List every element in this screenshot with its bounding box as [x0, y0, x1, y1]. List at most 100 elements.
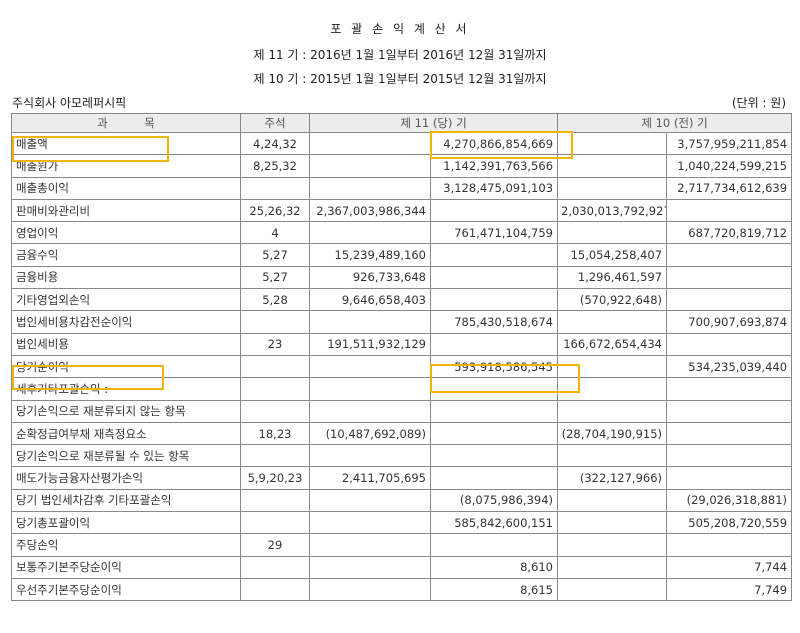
- current-detail-cell: [309, 533, 431, 557]
- note-cell: 5,28: [240, 288, 310, 312]
- prior-total-cell: 7,744: [666, 555, 793, 579]
- current-detail-cell: 15,239,489,160: [309, 243, 431, 267]
- table-row: 판매비와관리비 25,26,32 2,367,003,986,344 2,030,01…: [11, 198, 793, 223]
- note-cell: 5,27: [240, 265, 310, 290]
- current-total-cell: [429, 288, 559, 312]
- table-row: 우선주기본주당순이익 8,615 7,749: [11, 577, 793, 602]
- prior-total-cell: (29,026,318,881): [666, 488, 793, 513]
- current-detail-cell: 9,646,658,403: [309, 288, 431, 312]
- prior-detail-cell: (28,704,190,915): [557, 421, 668, 446]
- prior-detail-cell: [557, 310, 668, 334]
- current-total-cell: 3,128,475,091,103: [429, 176, 559, 200]
- prior-total-cell: 700,907,693,874: [666, 310, 793, 334]
- table-row: 당기손익으로 재분류되지 않는 항목: [11, 399, 793, 423]
- note-cell: [240, 577, 310, 602]
- current-detail-cell: 2,367,003,986,344: [309, 198, 431, 223]
- table-row: 금융수익 5,27 15,239,489,160 15,054,258,407: [11, 243, 793, 267]
- table-row: 순확정급여부채 재측정요소 18,23 (10,487,692,089) (28,70…: [11, 421, 793, 446]
- current-total-cell: 761,471,104,759: [429, 221, 559, 245]
- unit-label: (단위 : 원): [731, 96, 786, 110]
- highlight-box-net-income-label: [12, 365, 164, 390]
- prior-total-cell: [666, 533, 793, 557]
- note-cell: 29: [240, 533, 310, 557]
- prior-detail-cell: [557, 555, 668, 579]
- note-cell: [240, 310, 310, 334]
- table-row: 기타영업외손익 5,28 9,646,658,403 (570,922,648): [11, 288, 793, 312]
- current-total-cell: [429, 243, 559, 267]
- current-detail-cell: 191,511,932,129: [309, 332, 431, 356]
- table-row: 보통주기본주당순이익 8,610 7,744: [11, 555, 793, 579]
- account-cell: 기타영업외손익: [11, 288, 241, 312]
- current-total-cell: [429, 265, 559, 290]
- note-cell: [240, 399, 310, 423]
- highlight-box-revenue-value: [430, 131, 573, 159]
- prior-total-cell: [666, 198, 793, 223]
- table-row: 당기 법인세차감후 기타포괄손익 (8,075,986,394) (29,026,3…: [11, 488, 793, 513]
- highlight-box-revenue-label: [12, 136, 169, 162]
- current-total-cell: 585,842,600,151: [429, 511, 559, 535]
- column-header-current: 제 11 (당) 기: [308, 113, 559, 133]
- account-cell: 법인세비용: [11, 332, 241, 356]
- account-cell: 판매비와관리비: [11, 198, 241, 223]
- table-row: 금융비용 5,27 926,733,648 1,296,461,597: [11, 265, 793, 290]
- current-detail-cell: 926,733,648: [309, 265, 431, 290]
- current-detail-cell: [309, 555, 431, 579]
- note-cell: 18,23: [240, 421, 310, 446]
- note-cell: 23: [240, 332, 310, 356]
- income-statement-table: 과 목 주석 제 11 (당) 기 제 10 (전) 기 매출액 4,24,32 4…: [11, 113, 793, 602]
- prior-total-cell: [666, 421, 793, 446]
- current-detail-cell: [309, 444, 431, 468]
- current-total-cell: [429, 421, 559, 446]
- note-cell: [240, 377, 310, 401]
- current-detail-cell: [309, 310, 431, 334]
- account-cell: 금융수익: [11, 243, 241, 267]
- current-total-cell: 8,610: [429, 555, 559, 579]
- table-row: 매도가능금융자산평가손익 5,9,20,23 2,411,705,695 (322,1…: [11, 466, 793, 490]
- current-detail-cell: [309, 577, 431, 602]
- prior-total-cell: 2,717,734,612,639: [666, 176, 793, 200]
- current-total-cell: [429, 399, 559, 423]
- highlight-box-net-income-value: [430, 364, 580, 393]
- table-row: 당기총포괄이익 585,842,600,151 505,208,720,559: [11, 511, 793, 535]
- table-row: 주당손익 29: [11, 533, 793, 557]
- current-detail-cell: [309, 221, 431, 245]
- table-row: 법인세비용 23 191,511,932,129 166,672,654,434: [11, 332, 793, 356]
- current-detail-cell: [309, 154, 431, 178]
- current-detail-cell: [309, 131, 431, 156]
- account-cell: 영업이익: [11, 221, 241, 245]
- current-total-cell: [429, 198, 559, 223]
- column-header-note: 주석: [240, 113, 310, 133]
- current-total-cell: [429, 444, 559, 468]
- current-period-line: 제 11 기 : 2016년 1월 1일부터 2016년 12월 31일까지: [253, 48, 547, 62]
- prior-detail-cell: [557, 488, 668, 513]
- note-cell: 5,27: [240, 243, 310, 267]
- account-cell: 매출총이익: [11, 176, 241, 200]
- current-detail-cell: [309, 176, 431, 200]
- prior-detail-cell: [557, 399, 668, 423]
- prior-period-line: 제 10 기 : 2015년 1월 1일부터 2015년 12월 31일까지: [253, 72, 547, 86]
- current-detail-cell: (10,487,692,089): [309, 421, 431, 446]
- note-cell: [240, 511, 310, 535]
- current-detail-cell: [309, 399, 431, 423]
- prior-detail-cell: [557, 444, 668, 468]
- note-cell: [240, 354, 310, 379]
- note-cell: [240, 444, 310, 468]
- prior-detail-cell: [557, 533, 668, 557]
- account-cell: 매도가능금융자산평가손익: [11, 466, 241, 490]
- column-header-prior: 제 10 (전) 기: [557, 113, 793, 133]
- note-cell: [240, 176, 310, 200]
- account-cell: 법인세비용차감전순이익: [11, 310, 241, 334]
- prior-detail-cell: 166,672,654,434: [557, 332, 668, 356]
- prior-detail-cell: (322,127,966): [557, 466, 668, 490]
- prior-total-cell: 3,757,959,211,854: [666, 131, 793, 156]
- current-total-cell: 8,615: [429, 577, 559, 602]
- account-cell: 주당손익: [11, 533, 241, 557]
- note-cell: [240, 555, 310, 579]
- prior-total-cell: 505,208,720,559: [666, 511, 793, 535]
- prior-detail-cell: [557, 511, 668, 535]
- prior-total-cell: [666, 399, 793, 423]
- prior-total-cell: [666, 332, 793, 356]
- current-detail-cell: [309, 488, 431, 513]
- table-row: 법인세비용차감전순이익 785,430,518,674 700,907,693,87…: [11, 310, 793, 334]
- account-cell: 당기총포괄이익: [11, 511, 241, 535]
